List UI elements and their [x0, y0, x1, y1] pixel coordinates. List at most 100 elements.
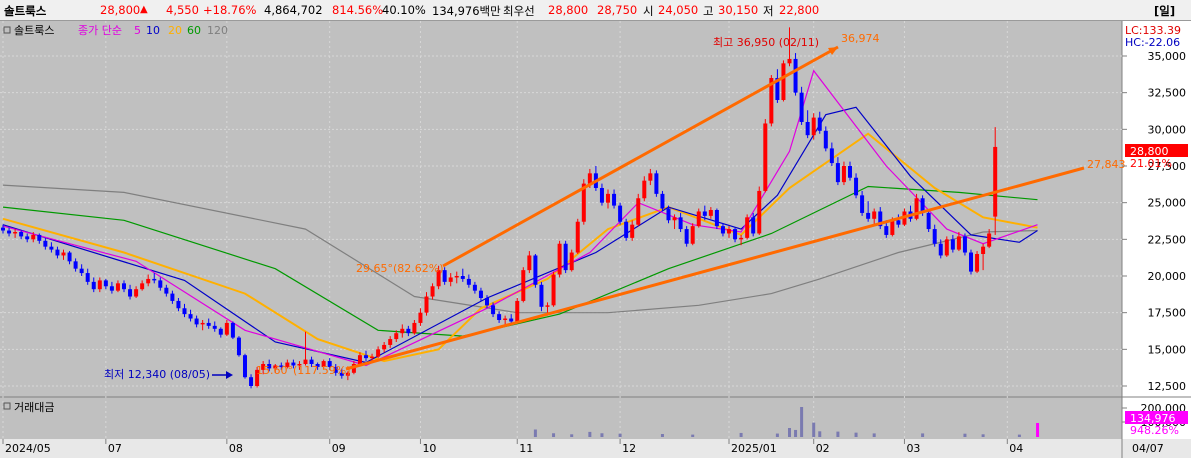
- x-tick-label: 04/07: [1132, 442, 1164, 455]
- volume-bar: [812, 422, 816, 437]
- legend-ma-label: 종가 단순: [78, 24, 122, 37]
- candle-body: [787, 58, 792, 64]
- volume-tag-pct: 948.26%: [1130, 424, 1179, 437]
- x-tick-label: 12: [622, 442, 636, 455]
- volume-bar: [788, 428, 791, 437]
- candle-body: [448, 277, 453, 282]
- candle-body: [587, 173, 592, 184]
- candle-body: [636, 198, 641, 225]
- candle-body: [327, 361, 332, 367]
- candle-body: [981, 246, 986, 254]
- volume-bar: [1036, 423, 1040, 437]
- candle-body: [279, 365, 284, 367]
- candle-body: [103, 280, 108, 287]
- candle-body: [1, 227, 5, 231]
- candle-body: [660, 193, 665, 209]
- candle-body: [854, 177, 859, 196]
- hc-value: HC:-22.06: [1125, 36, 1180, 49]
- candle-body: [430, 286, 435, 297]
- trendlines: [345, 45, 1085, 371]
- candle-body: [944, 239, 949, 256]
- candle-body: [739, 237, 744, 240]
- candle-body: [164, 287, 169, 294]
- date-axis: 2024/05 07 08 09 10 11 12 2025/01 02 03 04 04/07: [2, 439, 1164, 455]
- candle-body: [575, 221, 580, 253]
- candle-body: [206, 322, 211, 326]
- candle-body: [176, 300, 181, 309]
- candle-body: [122, 283, 126, 290]
- candle-body: [285, 362, 290, 367]
- volume-panel-title: 거래대금: [14, 401, 54, 414]
- candle-body: [805, 122, 810, 136]
- open-price: 24,050: [658, 3, 699, 17]
- volume-bar: [660, 434, 664, 437]
- legend-ma20: 20: [168, 24, 182, 37]
- candle-body: [950, 239, 955, 250]
- x-tick-label: 03: [906, 442, 920, 455]
- candle-body: [128, 289, 133, 297]
- candle-body: [436, 270, 441, 287]
- candle-body: [860, 195, 865, 213]
- high-point-label: 36,974: [841, 32, 880, 45]
- high-price: 30,150: [718, 3, 759, 17]
- lc-value: LC:133.39: [1125, 24, 1181, 37]
- candle-body: [485, 298, 489, 306]
- candle-body: [158, 280, 163, 288]
- candle-body: [884, 226, 889, 235]
- candle-body: [751, 217, 756, 234]
- candle-body: [708, 210, 713, 216]
- volume-bar: [981, 434, 985, 437]
- volume-bar: [963, 433, 967, 437]
- candle-body: [200, 322, 205, 325]
- candle-body: [109, 286, 114, 291]
- low-label: 저: [763, 4, 774, 18]
- price-tag-pct: 21.01%: [1130, 157, 1172, 170]
- volume-legend-box-icon: [3, 402, 11, 410]
- price-info-bar: 솔트룩스 28,800 ▲ 4,550 +18.76% 4,864,702 81…: [0, 0, 1191, 21]
- y-tick-label: 30,000: [1148, 123, 1187, 136]
- candle-body: [733, 229, 738, 240]
- candle-body: [497, 314, 502, 320]
- trend-end-label: 27,843: [1087, 158, 1126, 171]
- volume-bar: [533, 429, 537, 437]
- candle-body: [926, 212, 931, 230]
- candle-body: [678, 217, 683, 230]
- candle-body: [503, 318, 508, 320]
- candle-body: [799, 92, 804, 122]
- period-daily-button[interactable]: [일]: [1154, 4, 1176, 18]
- volume-tag: [1125, 411, 1188, 424]
- stock-name[interactable]: 솔트룩스: [4, 4, 47, 18]
- candle-body: [745, 217, 750, 238]
- x-tick-label: 2025/01: [731, 442, 777, 455]
- turnover-pct: 40.10%: [382, 3, 426, 17]
- y-tick-label: 25,000: [1148, 197, 1187, 210]
- candle-body: [382, 344, 387, 350]
- candle-body: [472, 284, 477, 291]
- volume-bar: [600, 433, 604, 437]
- candle-body: [811, 117, 816, 136]
- candle-body: [702, 211, 707, 216]
- candle-body: [303, 359, 308, 364]
- volume-ratio: 814.56%: [332, 3, 384, 17]
- x-tick-label: 02: [816, 442, 830, 455]
- candle-body: [515, 300, 520, 322]
- volume-panel: [0, 397, 1122, 439]
- candle-body: [182, 308, 187, 315]
- candle-body: [13, 232, 18, 234]
- candle-body: [509, 318, 514, 322]
- candle-body: [67, 252, 72, 262]
- candle-body: [956, 236, 961, 250]
- candle-body: [49, 246, 54, 250]
- candle-body: [969, 252, 973, 272]
- candle-body: [412, 322, 417, 334]
- candle-body: [624, 221, 629, 238]
- candle-body: [672, 217, 677, 221]
- legend-stock-name: 솔트룩스: [14, 24, 54, 37]
- candle-body: [872, 211, 877, 219]
- candle-body: [527, 255, 532, 271]
- candle-body: [394, 333, 399, 340]
- candle-body: [835, 163, 840, 183]
- volume-bar: [775, 433, 779, 437]
- y-tick-label: 22,500: [1148, 233, 1187, 246]
